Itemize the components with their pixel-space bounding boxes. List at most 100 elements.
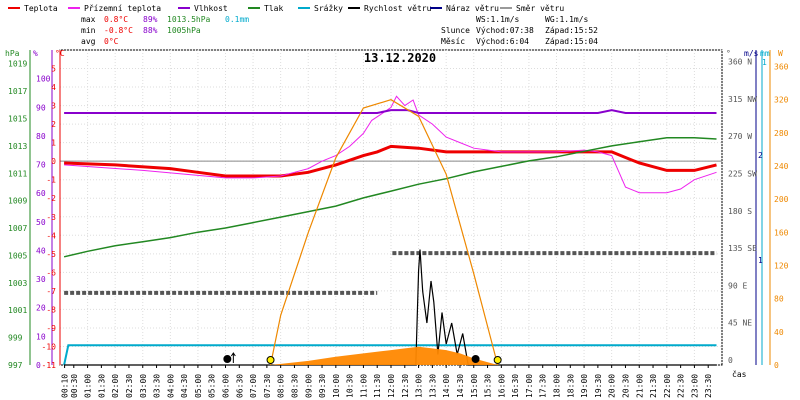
pct-axis-label: % xyxy=(33,49,38,58)
ms-tick-label: 1 xyxy=(758,256,763,265)
x-tick-label: 05:00 xyxy=(194,374,203,398)
hpa-tick-label: 1003 xyxy=(8,279,27,288)
series-3 xyxy=(63,136,717,258)
legend-label: Přízemní teplota xyxy=(84,4,161,13)
x-tick-label: 09:00 xyxy=(304,374,313,398)
c-tick-label: 1 xyxy=(51,139,56,148)
x-tick-label: 19:30 xyxy=(594,374,603,398)
x-tick-label: 11:30 xyxy=(373,374,382,398)
wind-speed-info: WS:1.1m/s xyxy=(476,15,520,24)
dir-tick-label: 180 S xyxy=(728,207,752,216)
chart-title: 13.12.2020 xyxy=(364,51,436,65)
stats-rain: 0.1mm xyxy=(225,15,249,24)
x-tick-label: 16:00 xyxy=(497,374,506,398)
x-tick-label: 04:00 xyxy=(166,374,175,398)
w-tick-label: 360 xyxy=(774,63,789,72)
legend-label: Srážky xyxy=(314,4,343,13)
pct-tick-label: 20 xyxy=(36,304,46,313)
x-tick-label: 23:30 xyxy=(704,374,713,398)
c-tick-label: -5 xyxy=(46,250,56,259)
stats-temp: 0°C xyxy=(104,37,119,46)
hpa-tick-label: 1007 xyxy=(8,224,27,233)
x-tick-label: 06:30 xyxy=(235,374,244,398)
dir-tick-label: 225 SW xyxy=(728,169,757,178)
x-tick-label: 01:00 xyxy=(84,374,93,398)
x-tick-label: 16:30 xyxy=(511,374,520,398)
x-tick-label: 22:00 xyxy=(663,374,672,398)
x-tick-label: 20:30 xyxy=(621,374,630,398)
c-tick-label: -8 xyxy=(46,305,56,314)
c-tick-label: -4 xyxy=(46,231,56,240)
sun-set: Západ:15:52 xyxy=(545,26,598,35)
moon-event-marker xyxy=(471,355,480,363)
x-tick-label: 00:30 xyxy=(70,374,79,398)
x-tick-label: 15:00 xyxy=(470,374,479,398)
w-tick-label: 240 xyxy=(774,162,789,171)
moon-set: Západ:15:04 xyxy=(545,37,598,46)
wind-gust-info: WG:1.1m/s xyxy=(545,15,589,24)
pct-tick-label: 90 xyxy=(36,103,46,112)
c-tick-label: -2 xyxy=(46,194,56,203)
series-0 xyxy=(64,144,717,178)
stats-pressure: 1013.5hPa xyxy=(167,15,211,24)
w-tick-label: 160 xyxy=(774,228,789,237)
series-7 xyxy=(269,99,499,366)
x-tick-label: 18:00 xyxy=(553,374,562,398)
hpa-tick-label: 1011 xyxy=(8,169,27,178)
c-tick-label: -6 xyxy=(46,268,56,277)
c-tick-label: -3 xyxy=(46,213,56,222)
sun-event-marker xyxy=(493,356,502,364)
mm-tick-label: 1 xyxy=(762,58,767,67)
deg-axis-label: ° xyxy=(726,49,731,58)
w-tick-label: 40 xyxy=(774,328,784,337)
dir-tick-label: 270 W xyxy=(728,132,752,141)
c-axis-label: °C xyxy=(55,49,65,58)
x-tick-label: 12:30 xyxy=(401,374,410,398)
dir-tick-label: 90 E xyxy=(728,281,747,290)
legend-label: Teplota xyxy=(24,4,58,13)
pct-tick-label: 0 xyxy=(36,361,41,370)
x-tick-label: 21:30 xyxy=(649,374,658,398)
w-tick-label: 120 xyxy=(774,262,789,271)
stats-temp: -0.8°C xyxy=(104,26,133,35)
sun-label: Slunce xyxy=(441,26,470,35)
series-4 xyxy=(63,344,717,366)
dir-tick-label: 0 xyxy=(728,356,733,365)
x-tick-label: 08:30 xyxy=(290,374,299,398)
stats-humidity: 88% xyxy=(143,26,158,35)
x-tick-label: 17:30 xyxy=(539,374,548,398)
c-tick-label: -11 xyxy=(42,361,57,370)
stats-temp: 0.8°C xyxy=(104,15,128,24)
time-axis-label: čas xyxy=(732,369,747,379)
pct-tick-label: 30 xyxy=(36,275,46,284)
x-tick-label: 15:30 xyxy=(484,374,493,398)
x-tick-label: 12:00 xyxy=(387,374,396,398)
pct-tick-label: 60 xyxy=(36,189,46,198)
plot-area xyxy=(59,49,723,366)
hpa-tick-label: 1017 xyxy=(8,87,27,96)
hpa-tick-label: 1013 xyxy=(8,142,27,151)
x-tick-label: 11:00 xyxy=(359,374,368,398)
w-tick-label: 280 xyxy=(774,129,789,138)
series-1 xyxy=(64,95,717,194)
x-tick-label: 08:00 xyxy=(277,374,286,398)
sun-event-marker xyxy=(266,356,275,364)
stats-humidity: 89% xyxy=(143,15,158,24)
legend-label: Směr větru xyxy=(516,4,564,13)
x-tick-label: 07:00 xyxy=(249,374,258,398)
c-tick-label: 0 xyxy=(51,157,56,166)
ms-axis-label: m/s xyxy=(744,49,759,58)
series-2 xyxy=(64,109,717,114)
pct-tick-label: 70 xyxy=(36,161,46,170)
c-tick-label: 2 xyxy=(51,120,56,129)
pct-tick-label: 10 xyxy=(36,332,46,341)
hpa-tick-label: 1005 xyxy=(8,251,27,260)
pct-tick-label: 40 xyxy=(36,246,46,255)
w-tick-label: 0 xyxy=(774,361,779,370)
x-tick-label: 13:00 xyxy=(415,374,424,398)
x-tick-label: 10:30 xyxy=(346,374,355,398)
dir-tick-label: 45 NE xyxy=(728,319,752,328)
x-tick-label: 09:30 xyxy=(318,374,327,398)
